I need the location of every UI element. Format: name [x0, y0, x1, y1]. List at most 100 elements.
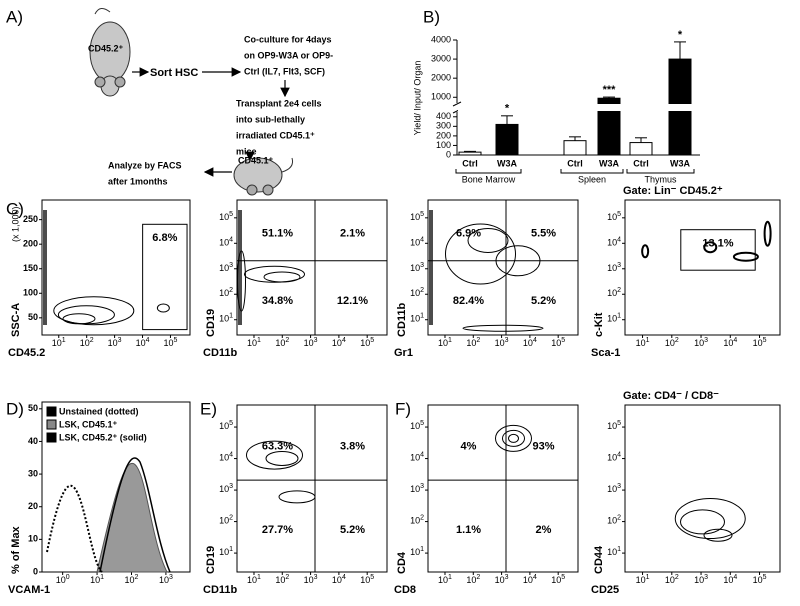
log-tick-label: 103	[410, 262, 424, 274]
log-tick-exponent: 3	[229, 262, 233, 269]
coculture-text: Ctrl (IL7, Flt3, SCF)	[244, 66, 325, 76]
transplant-text: Transplant 2e4 cells	[236, 98, 322, 108]
log-tick-exponent: 2	[135, 574, 139, 581]
log-tick-exponent: 3	[229, 483, 233, 490]
panel-label: B)	[423, 7, 440, 26]
axis-events	[238, 210, 242, 325]
log-tick-label: 103	[495, 574, 509, 586]
log-tick-base: 10	[52, 338, 62, 348]
log-tick-label: 105	[551, 574, 565, 586]
log-tick-exponent: 5	[420, 211, 424, 218]
log-tick-base: 10	[466, 338, 476, 348]
log-tick-label: 102	[607, 287, 621, 299]
plot-frame	[236, 404, 388, 573]
log-tick-label: 104	[723, 574, 737, 586]
analyze-text: after 1months	[108, 176, 168, 186]
log-tick-exponent: 1	[448, 574, 452, 581]
log-tick-base: 10	[360, 338, 370, 348]
log-tick-base: 10	[275, 575, 285, 585]
legend-label: LSK, CD45.2⁺ (solid)	[59, 432, 147, 442]
log-tick-exponent: 4	[229, 236, 233, 243]
log-tick-exponent: 1	[617, 546, 621, 553]
log-tick-exponent: 4	[229, 451, 233, 458]
log-tick-base: 10	[219, 263, 229, 273]
log-tick-base: 10	[304, 575, 314, 585]
log-tick-exponent: 2	[617, 287, 621, 294]
x-axis-label: CD11b	[203, 584, 238, 596]
log-tick-base: 10	[523, 575, 533, 585]
transplant-text: into sub-lethally	[236, 114, 305, 124]
log-tick-label: 105	[551, 337, 565, 349]
log-tick-exponent: 5	[370, 574, 374, 581]
log-tick-base: 10	[665, 338, 675, 348]
mouse-donor	[89, 8, 131, 97]
significance: ***	[603, 84, 617, 96]
log-tick-base: 10	[332, 575, 342, 585]
quadrant-percent: 2%	[536, 524, 552, 536]
log-tick-base: 10	[219, 314, 229, 324]
x-axis-label: CD45.2	[8, 347, 45, 359]
log-tick-base: 10	[466, 575, 476, 585]
log-tick-label: 102	[466, 337, 480, 349]
quadrant-percent: 51.1%	[262, 228, 293, 240]
log-tick-label: 105	[753, 574, 767, 586]
log-tick-exponent: 5	[617, 211, 621, 218]
log-tick-base: 10	[607, 289, 617, 299]
log-tick-base: 10	[607, 547, 617, 557]
log-tick-label: 103	[694, 574, 708, 586]
y-tick-label: 20	[28, 501, 38, 511]
contour	[495, 424, 532, 452]
quadrant-percent: 2.1%	[340, 228, 365, 240]
log-tick-exponent: 5	[763, 337, 767, 344]
log-tick-base: 10	[753, 575, 763, 585]
y-tick-label: 0	[33, 566, 38, 576]
log-tick-base: 10	[607, 421, 617, 431]
log-tick-label: 102	[665, 337, 679, 349]
y-axis-label: CD19	[205, 309, 217, 337]
log-tick-base: 10	[90, 575, 100, 585]
log-tick-label: 104	[332, 574, 346, 586]
y-tick-label: 4000	[431, 34, 451, 44]
log-tick-label: 102	[219, 287, 233, 299]
log-tick-label: 105	[163, 337, 177, 349]
log-tick-label: 102	[80, 337, 94, 349]
log-tick-exponent: 3	[505, 574, 509, 581]
log-tick-exponent: 2	[420, 514, 424, 521]
y-tick-label: 200	[436, 130, 451, 140]
x-tick-label: Ctrl	[567, 158, 583, 168]
gate-percent: 6.8%	[152, 232, 177, 244]
log-tick-base: 10	[125, 575, 135, 585]
bar	[563, 140, 587, 156]
y-axis-label: CD4	[396, 551, 408, 574]
log-tick-exponent: 1	[229, 313, 233, 320]
log-tick-label: 101	[438, 337, 452, 349]
log-tick-exponent: 1	[420, 313, 424, 320]
contour	[462, 324, 544, 332]
log-tick-exponent: 3	[617, 262, 621, 269]
log-tick-exponent: 4	[617, 451, 621, 458]
log-tick-exponent: 4	[533, 337, 537, 344]
log-tick-label: 102	[410, 514, 424, 526]
log-tick-label: 101	[52, 337, 66, 349]
log-tick-base: 10	[219, 421, 229, 431]
axis-events	[43, 210, 47, 325]
log-tick-base: 10	[607, 453, 617, 463]
contour	[244, 265, 305, 283]
x-axis-label: Gr1	[394, 347, 413, 359]
log-tick-base: 10	[410, 484, 420, 494]
log-tick-label: 103	[607, 483, 621, 495]
contour	[703, 528, 733, 542]
log-tick-label: 105	[219, 420, 233, 432]
log-tick-exponent: 5	[561, 337, 565, 344]
quadrant-percent: 5.2%	[340, 524, 365, 536]
log-tick-base: 10	[80, 338, 90, 348]
log-tick-label: 102	[125, 574, 139, 586]
log-tick-label: 105	[410, 211, 424, 223]
log-tick-exponent: 2	[285, 574, 289, 581]
log-tick-label: 105	[219, 211, 233, 223]
log-tick-base: 10	[219, 238, 229, 248]
log-tick-label: 105	[360, 337, 374, 349]
log-tick-label: 105	[607, 211, 621, 223]
log-tick-label: 104	[332, 337, 346, 349]
log-tick-base: 10	[694, 575, 704, 585]
